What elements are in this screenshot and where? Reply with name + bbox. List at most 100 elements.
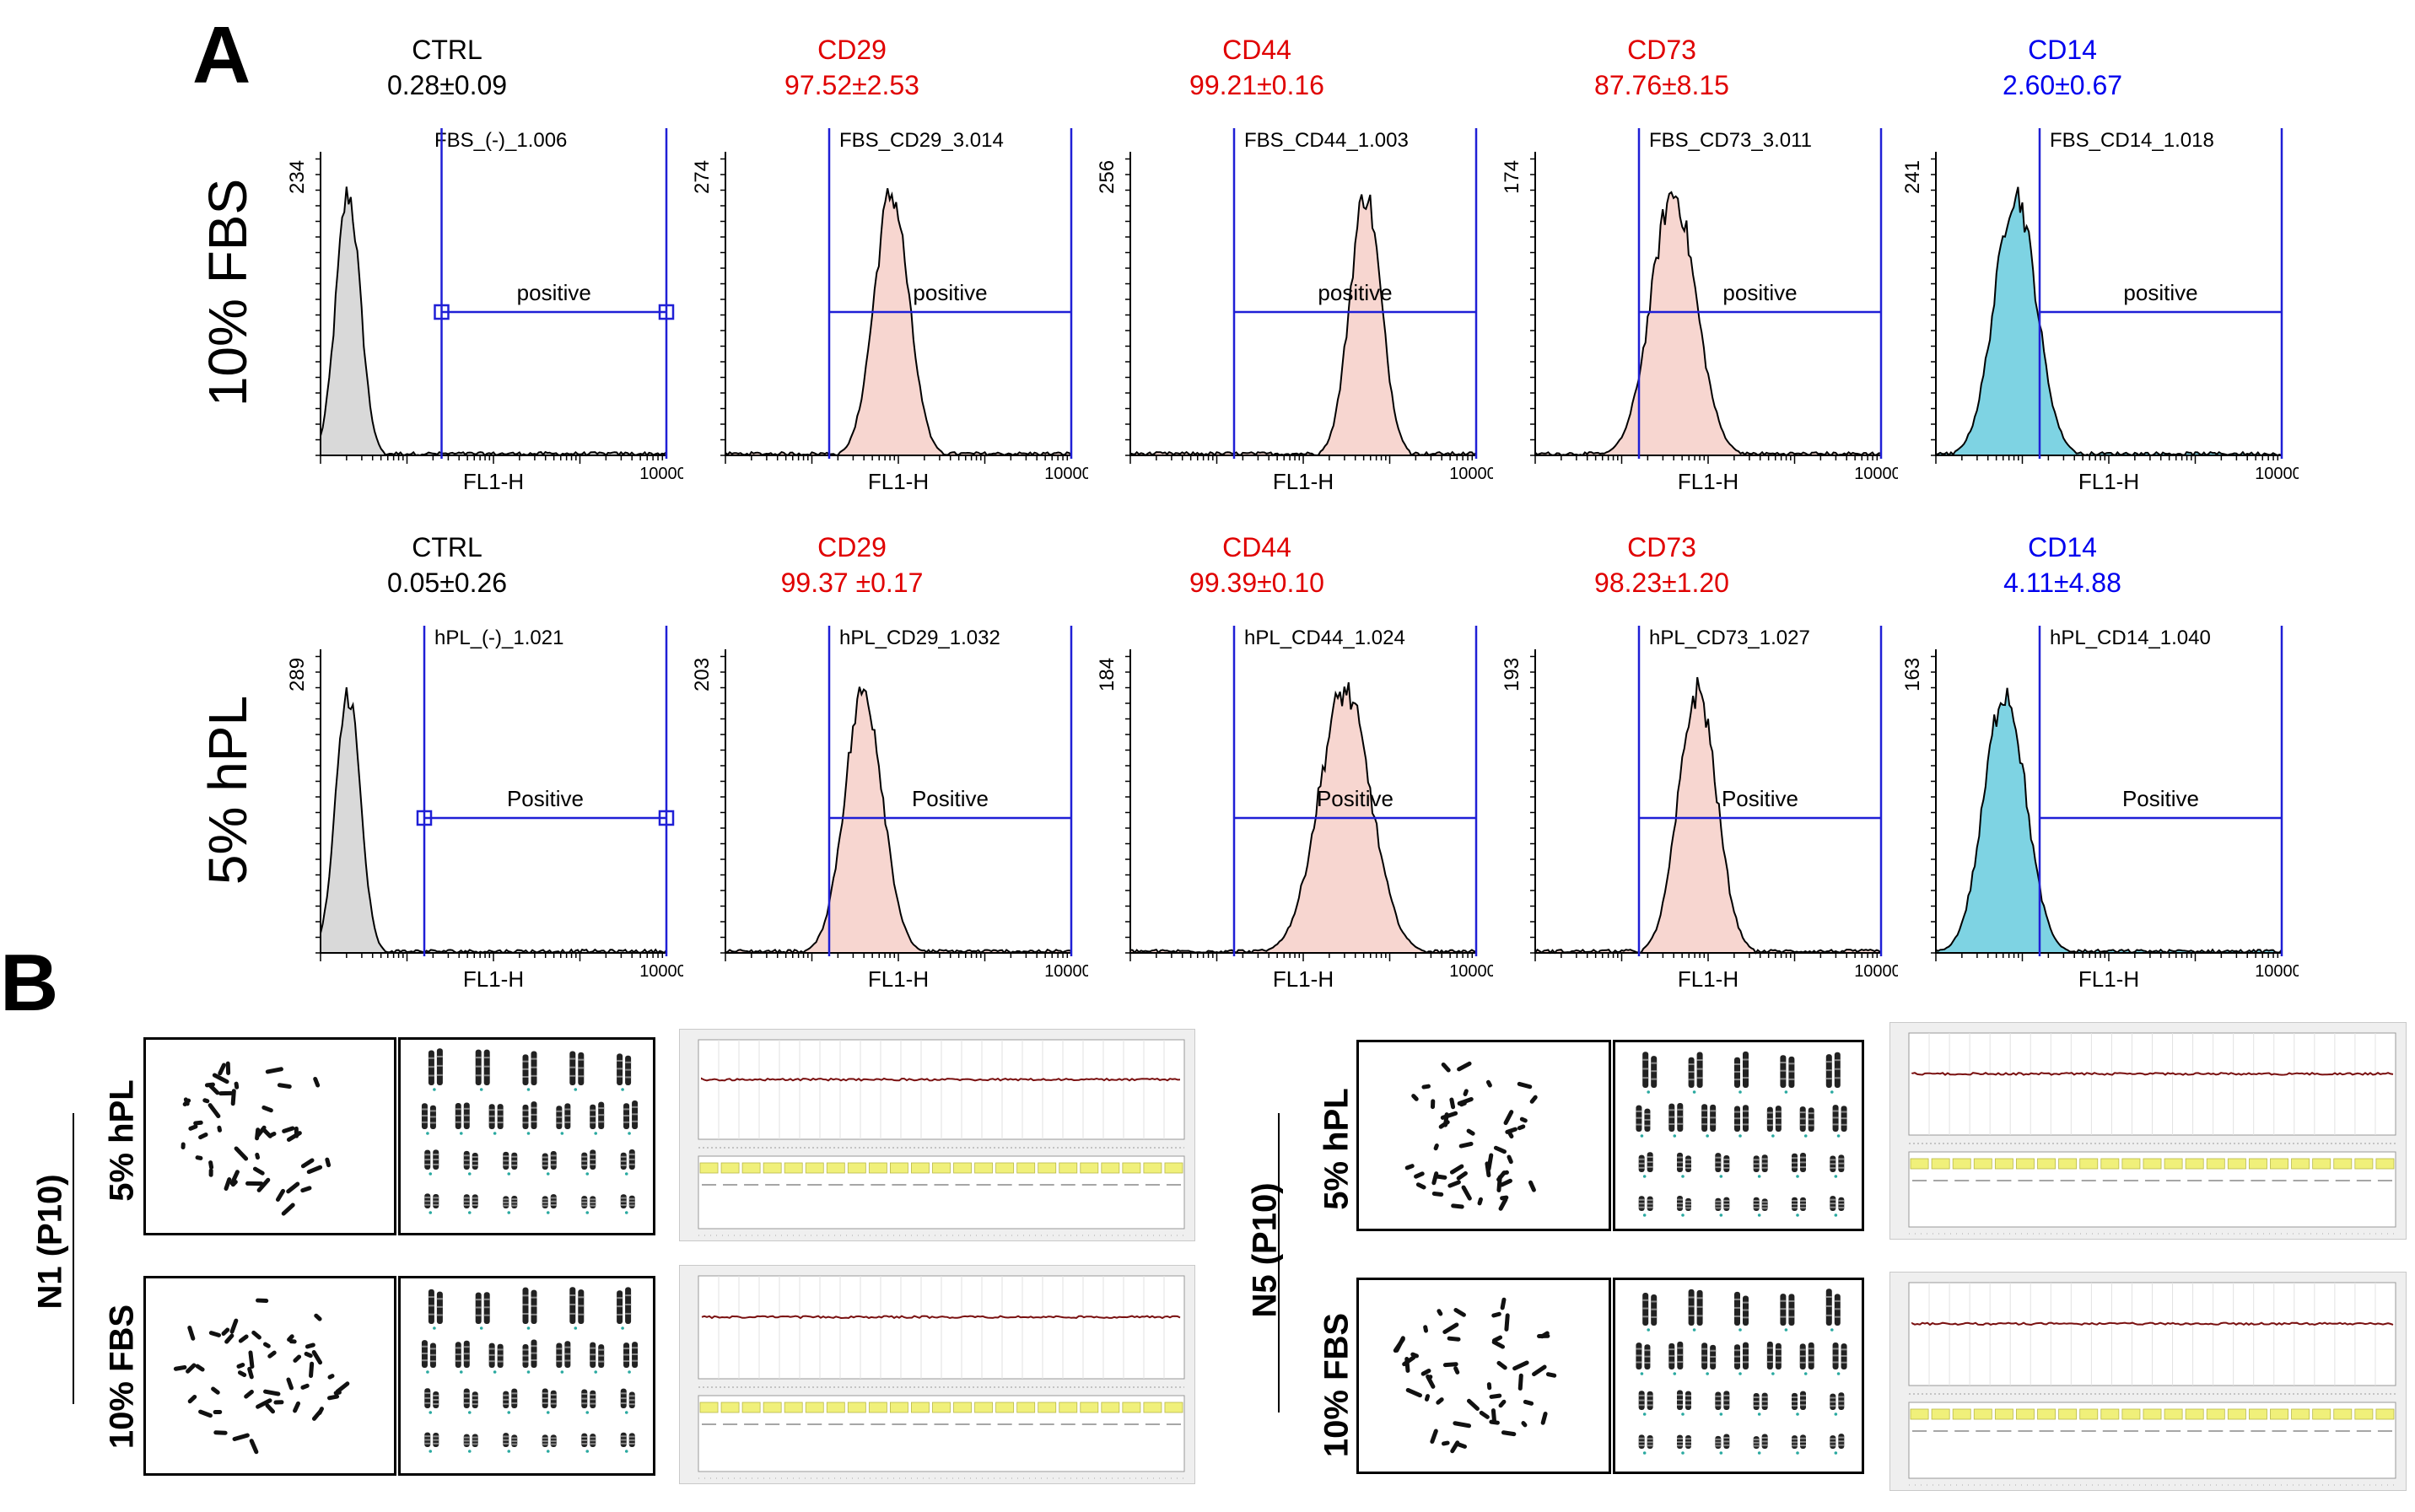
chromosome-band [511,1437,518,1439]
chromosome-band [1766,1111,1773,1114]
gate-label: positive [517,280,591,305]
chromosome-band [564,1359,571,1362]
chromosome-band [632,1359,639,1362]
chromosome-band [1761,1207,1768,1209]
chromosome [1457,1061,1472,1072]
cnv-ratio-band [2164,1408,2183,1420]
chromosome-band [1788,1308,1795,1310]
chromosome [1453,1366,1460,1375]
chromosome-band [1715,1445,1722,1447]
sample-file-name: hPL_(-)_1.021 [434,627,563,649]
chromosome-band [1734,1123,1740,1126]
chromosome-band [628,1443,635,1445]
chromosome-band [581,1201,588,1203]
chromosome [1438,1120,1450,1129]
chromosome-band [1696,1077,1703,1079]
chromosome-band [475,1306,482,1309]
chromosome-band [1780,1299,1787,1302]
karyotype-chromosome [531,1289,537,1324]
chromosome-band [1841,1361,1847,1364]
flow-histogram: FBS_(-)_1.006 234 positive FL1-H 10000 [286,128,683,494]
karyotype-image [398,1276,655,1476]
chromosome-band [1685,1163,1691,1165]
chromosome [1466,1398,1480,1411]
chromosome [306,1165,323,1175]
chromosome-band [522,1068,529,1070]
chromosome-band [1647,1160,1653,1163]
chromosome-band [1799,1348,1806,1351]
chromosome-marker [1834,1451,1838,1455]
chromosome-band [1743,1110,1749,1112]
chromosome-band [511,1397,518,1400]
chromosome-band [1808,1361,1814,1364]
chromosome [255,1127,261,1141]
chromosome-marker [1642,1175,1647,1178]
chromosome-band [1647,1399,1653,1402]
chromosome-band [542,1402,548,1404]
chromosome-marker [1771,1134,1775,1138]
chromosome [1421,1084,1431,1090]
chromosome-marker [621,1326,624,1330]
y-axis-max-label: 289 [286,658,309,691]
chromosome [1449,1097,1456,1110]
chromosome-band [511,1155,518,1158]
chromosome [1414,1171,1425,1179]
cnv-ratio-band [2248,1158,2267,1170]
cnv-ratio-band [847,1162,866,1174]
chromosome-band [428,1066,434,1068]
chromosome [248,1350,255,1369]
chromosome-band [1830,1167,1836,1170]
chromosome-marker [1673,1134,1677,1138]
chromosome-band [433,1395,439,1397]
chromosome [230,1180,238,1187]
chromosome-band [1838,1396,1845,1398]
marker-label: CD44 99.21±0.16 [1130,32,1383,103]
chromosome-band [1696,1059,1703,1062]
chromosome [1431,1099,1436,1110]
chromosome-band [428,1296,434,1299]
chromosome-marker [429,1172,433,1176]
cnv-ratio-band [2227,1158,2246,1170]
chromosome-band [1651,1078,1658,1080]
marker-name: CD29 [817,35,887,65]
chromosome-marker [467,1450,472,1453]
chromosome-band [1808,1124,1814,1127]
chromosome-band [1753,1203,1760,1206]
chromosome-band [1808,1118,1814,1121]
chromosome [224,1333,234,1344]
chromosome-band [1636,1110,1642,1112]
metaphase-spread-image [1356,1278,1611,1474]
chromosome-band [1825,1295,1832,1298]
cnv-ratio-band [974,1162,994,1174]
chromosome-band [1677,1347,1684,1349]
marker-label: CD73 98.23±1.20 [1535,530,1788,600]
chromosome-band [623,1121,630,1123]
chromosome [1424,1394,1431,1402]
y-axis-max-label: 174 [1501,160,1523,194]
cnv-ratio-band [2079,1158,2099,1170]
marker-name: CD14 [2028,35,2097,65]
chromosome-marker [546,1450,550,1453]
chromosome [1459,1100,1467,1107]
chromosome [212,1073,229,1084]
cnv-ratio-band [763,1162,782,1174]
chromosome-marker [507,1172,511,1176]
chromosome-band [1710,1356,1717,1359]
cnv-ratio-band [889,1162,908,1174]
cnv-ratio-band [699,1402,719,1413]
chromosome-band [511,1164,518,1166]
chromosome [286,1377,294,1391]
chromosome-band [1710,1117,1717,1119]
chromosome [213,1409,223,1415]
cnv-ratio-band [784,1402,803,1413]
chromosome-band [531,1352,537,1354]
chromosome-band [1830,1401,1836,1403]
chromosome [1521,1421,1528,1428]
chromosome-band [531,1121,537,1123]
chromosome-band [1825,1078,1832,1080]
chromosome-band [1647,1199,1653,1202]
chromosome [188,1124,198,1131]
chromosome [213,1430,228,1435]
chromosome-marker [1640,1134,1644,1138]
chromosome-band [1715,1207,1722,1209]
